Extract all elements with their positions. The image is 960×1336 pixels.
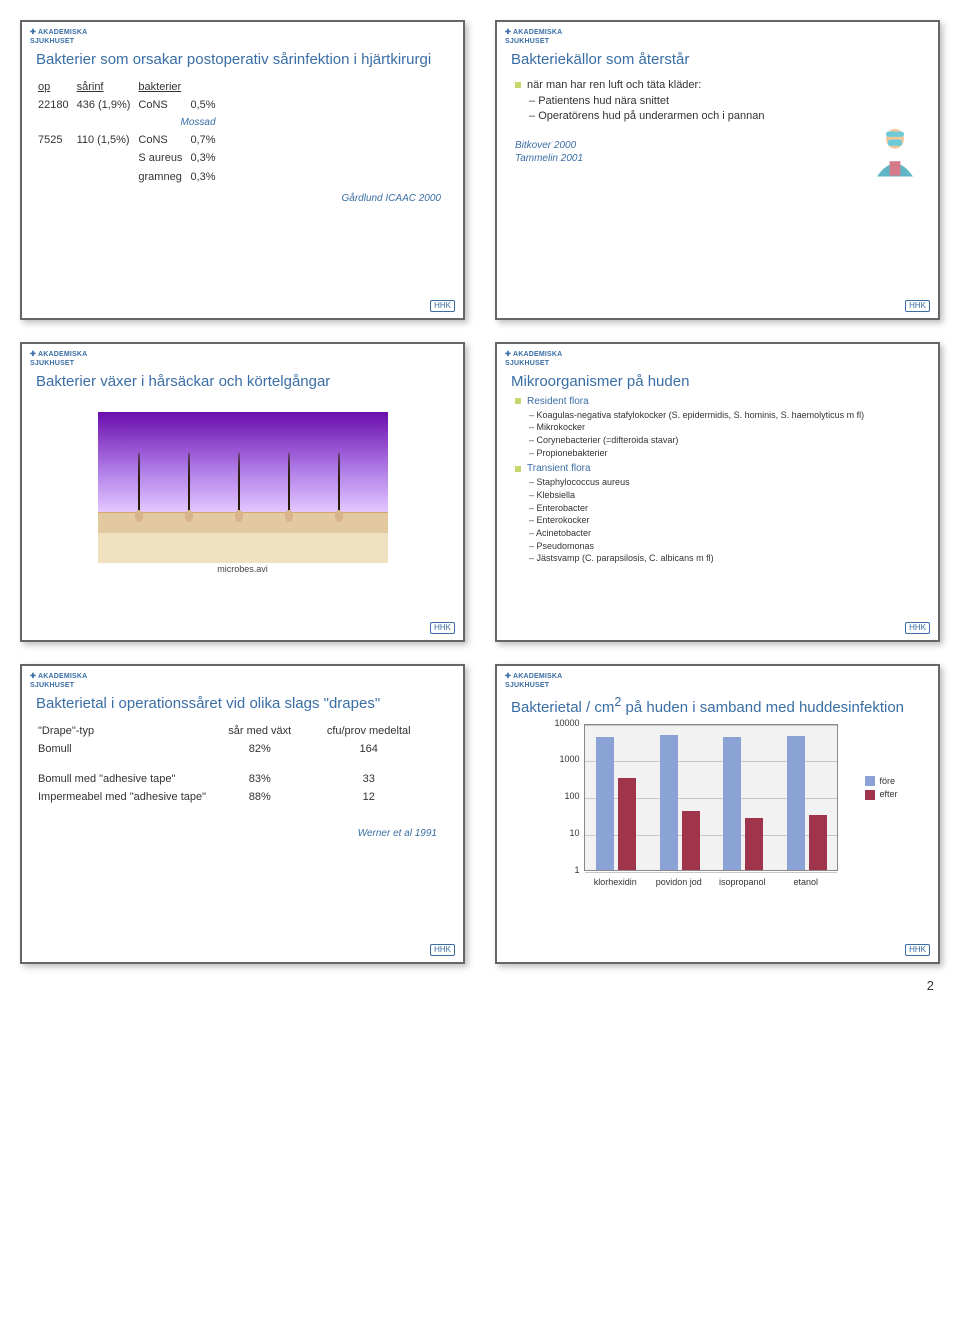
cell: 436 (1,9%) bbox=[77, 96, 139, 114]
slide-6: AKADEMISKASJUKHUSET Bakterietal / cm2 på… bbox=[495, 664, 940, 964]
cell: 110 (1,5%) bbox=[77, 131, 139, 149]
list-item: Koagulas-negativa stafylokocker (S. epid… bbox=[529, 410, 920, 422]
cell: 0,3% bbox=[190, 149, 223, 167]
list-item: Propionebakterier bbox=[529, 448, 920, 460]
hospital-logo: AKADEMISKASJUKHUSET bbox=[505, 672, 562, 690]
cell: Bomull med "adhesive tape" bbox=[38, 770, 216, 788]
list-item: Staphylococcus aureus bbox=[529, 477, 920, 489]
slide2-list: Patientens hud nära snittet Operatörens … bbox=[515, 94, 920, 124]
slide-5: AKADEMISKASJUKHUSET Bakterietal i operat… bbox=[20, 664, 465, 964]
slide-4: AKADEMISKASJUKHUSET Mikroorganismer på h… bbox=[495, 342, 940, 642]
transient-list: Staphylococcus aureus Klebsiella Enterob… bbox=[515, 477, 920, 565]
slide1-table: op sårinf bakterier 22180 436 (1,9%) CoN… bbox=[38, 78, 224, 186]
cell: 164 bbox=[311, 740, 434, 758]
cell: Impermeabel med "adhesive tape" bbox=[38, 788, 216, 806]
section-transient: Transient flora bbox=[515, 462, 920, 475]
chart-legend: före efter bbox=[865, 774, 897, 803]
bar-chart: före efter 100001000100101klorhexidinpov… bbox=[538, 724, 898, 889]
slide2-cite1: Bitkover 2000 bbox=[515, 139, 920, 152]
slide5-title: Bakterietal i operationssåret vid olika … bbox=[36, 694, 451, 714]
slide-1: AKADEMISKASJUKHUSET Bakterier som orsaka… bbox=[20, 20, 465, 320]
slide2-lead: när man har ren luft och täta kläder: bbox=[515, 78, 920, 92]
cell: 33 bbox=[311, 770, 434, 788]
hospital-logo: AKADEMISKASJUKHUSET bbox=[505, 350, 562, 368]
col-sarinf: sårinf bbox=[77, 78, 139, 96]
corner-badge: HHK bbox=[430, 944, 455, 956]
hospital-logo: AKADEMISKASJUKHUSET bbox=[30, 672, 87, 690]
cell: S aureus bbox=[138, 149, 190, 167]
cell: gramneg bbox=[138, 168, 190, 186]
cell: 83% bbox=[216, 770, 311, 788]
hospital-logo: AKADEMISKASJUKHUSET bbox=[30, 28, 87, 46]
corner-badge: HHK bbox=[905, 944, 930, 956]
hair-follicle-diagram bbox=[98, 412, 388, 562]
list-item: Pseudomonas bbox=[529, 541, 920, 553]
col-bakterier: bakterier bbox=[138, 78, 223, 96]
legend-efter: efter bbox=[879, 789, 897, 801]
slide5-cite: Werner et al 1991 bbox=[34, 827, 437, 840]
row-note: Mossad bbox=[38, 114, 224, 131]
list-item: Acinetobacter bbox=[529, 528, 920, 540]
slide5-table: "Drape"-typ sår med växt cfu/prov medelt… bbox=[38, 722, 434, 807]
col: cfu/prov medeltal bbox=[311, 722, 434, 740]
resident-list: Koagulas-negativa stafylokocker (S. epid… bbox=[515, 410, 920, 460]
hospital-logo: AKADEMISKASJUKHUSET bbox=[30, 350, 87, 368]
list-item: Enterokocker bbox=[529, 515, 920, 527]
list-item: Corynebacterier (=difteroida stavar) bbox=[529, 435, 920, 447]
section-resident: Resident flora bbox=[515, 395, 920, 408]
list-item: Patientens hud nära snittet bbox=[529, 94, 920, 108]
slide-2: AKADEMISKASJUKHUSET Bakteriekällor som å… bbox=[495, 20, 940, 320]
cell: 7525 bbox=[38, 131, 77, 149]
corner-badge: HHK bbox=[430, 300, 455, 312]
list-item: Operatörens hud på underarmen och i pann… bbox=[529, 109, 920, 123]
slide-3: AKADEMISKASJUKHUSET Bakterier växer i hå… bbox=[20, 342, 465, 642]
cell: CoNS bbox=[138, 131, 190, 149]
cell: Bomull bbox=[38, 740, 216, 758]
cell: 0,5% bbox=[190, 96, 223, 114]
list-item: Klebsiella bbox=[529, 490, 920, 502]
lead-text: när man har ren luft och täta kläder: bbox=[527, 79, 701, 91]
page-number: 2 bbox=[20, 978, 940, 993]
list-item: Mikrokocker bbox=[529, 422, 920, 434]
slide2-title: Bakteriekällor som återstår bbox=[511, 50, 926, 70]
slide4-title: Mikroorganismer på huden bbox=[511, 372, 926, 392]
slide3-title: Bakterier växer i hårsäckar och körtelgå… bbox=[36, 372, 451, 392]
plot-area bbox=[584, 724, 838, 871]
corner-badge: HHK bbox=[430, 622, 455, 634]
cell: 0,3% bbox=[190, 168, 223, 186]
legend-fore: före bbox=[879, 776, 895, 788]
list-item: Jästsvamp (C. parapsilosis, C. albicans … bbox=[529, 553, 920, 565]
col: "Drape"-typ bbox=[38, 722, 216, 740]
corner-badge: HHK bbox=[905, 300, 930, 312]
corner-badge: HHK bbox=[905, 622, 930, 634]
slide-grid: AKADEMISKASJUKHUSET Bakterier som orsaka… bbox=[20, 20, 940, 964]
surgeon-icon bbox=[868, 127, 922, 181]
cell: 12 bbox=[311, 788, 434, 806]
cell: 82% bbox=[216, 740, 311, 758]
hospital-logo: AKADEMISKASJUKHUSET bbox=[505, 28, 562, 46]
slide6-title: Bakterietal / cm2 på huden i samband med… bbox=[511, 694, 926, 718]
slide2-cite2: Tammelin 2001 bbox=[515, 152, 920, 165]
diagram-caption: microbes.avi bbox=[34, 564, 451, 576]
col: sår med växt bbox=[216, 722, 311, 740]
cell: 22180 bbox=[38, 96, 77, 114]
col-op: op bbox=[38, 78, 77, 96]
cell: CoNS bbox=[138, 96, 190, 114]
list-item: Enterobacter bbox=[529, 503, 920, 515]
cell: 0,7% bbox=[190, 131, 223, 149]
slide1-cite: Gårdlund ICAAC 2000 bbox=[34, 192, 441, 205]
cell: 88% bbox=[216, 788, 311, 806]
slide1-title: Bakterier som orsakar postoperativ sårin… bbox=[36, 50, 451, 70]
